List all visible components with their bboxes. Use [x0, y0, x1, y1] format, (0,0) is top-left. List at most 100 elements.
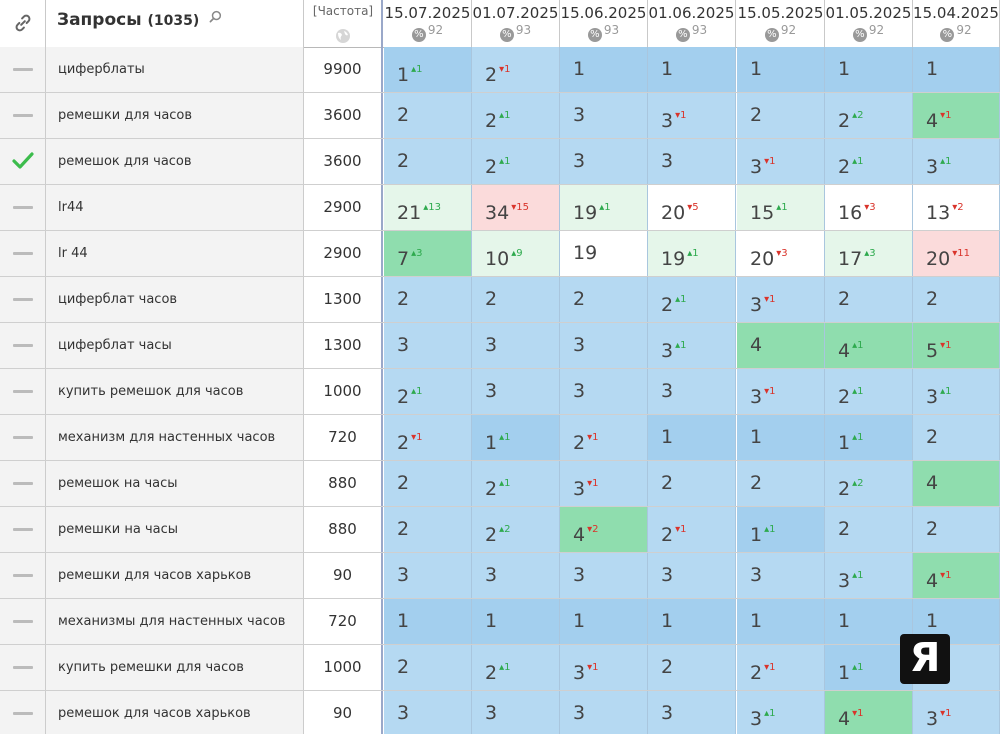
position-cell[interactable]: 10 ▴9 [472, 231, 560, 276]
position-cell[interactable]: 3 [560, 691, 648, 734]
date-column-header[interactable]: 15.07.2025% 92 [384, 0, 472, 47]
position-cell[interactable]: 3 ▴1 [825, 553, 913, 598]
query-text[interactable]: lr44 [46, 185, 304, 230]
position-cell[interactable]: 20 ▾11 [913, 231, 1000, 276]
position-cell[interactable]: 2 ▴1 [472, 645, 560, 690]
date-column-header[interactable]: 01.07.2025% 93 [472, 0, 560, 47]
query-text[interactable]: ремешки для часов [46, 93, 304, 138]
position-cell[interactable]: 1 [560, 599, 648, 644]
query-text[interactable]: ремешки для часов харьков [46, 553, 304, 598]
position-cell[interactable]: 4 ▾1 [825, 691, 913, 734]
position-cell[interactable]: 34 ▾15 [472, 185, 560, 230]
position-cell[interactable]: 2 [737, 461, 825, 506]
position-cell[interactable]: 1 ▴1 [825, 415, 913, 460]
position-cell[interactable]: 3 [472, 691, 560, 734]
position-cell[interactable]: 1 ▴1 [825, 645, 913, 690]
position-cell[interactable]: 3 ▾1 [737, 277, 825, 322]
position-cell[interactable]: 1 ▴1 [737, 507, 825, 552]
row-mark-cell[interactable] [0, 277, 46, 322]
dash-icon[interactable] [13, 482, 33, 485]
position-cell[interactable]: 3 [737, 553, 825, 598]
dash-icon[interactable] [13, 298, 33, 301]
position-cell[interactable]: 20 ▾3 [737, 231, 825, 276]
row-mark-cell[interactable] [0, 645, 46, 690]
position-cell[interactable]: 4 ▾2 [560, 507, 648, 552]
row-mark-cell[interactable] [0, 553, 46, 598]
position-cell[interactable]: 19 [560, 231, 648, 276]
dash-icon[interactable] [13, 574, 33, 577]
position-cell[interactable]: 1 ▴1 [384, 47, 472, 92]
position-cell[interactable]: 1 [560, 47, 648, 92]
query-text[interactable]: циферблаты [46, 47, 304, 92]
row-mark-cell[interactable] [0, 47, 46, 92]
position-cell[interactable]: 2 [560, 277, 648, 322]
position-cell[interactable]: 1 ▴1 [472, 415, 560, 460]
query-text[interactable]: купить ремешки для часов [46, 645, 304, 690]
position-cell[interactable]: 1 [737, 47, 825, 92]
position-cell[interactable]: 3 [384, 323, 472, 368]
dash-icon[interactable] [13, 620, 33, 623]
position-cell[interactable]: 1 [648, 599, 736, 644]
query-text[interactable]: циферблат часов [46, 277, 304, 322]
position-cell[interactable]: 3 ▾1 [648, 93, 736, 138]
position-cell[interactable]: 2 ▴2 [825, 461, 913, 506]
position-cell[interactable]: 2 ▾1 [560, 415, 648, 460]
link-column-header[interactable] [0, 0, 46, 47]
position-cell[interactable]: 3 ▾1 [913, 691, 1000, 734]
position-cell[interactable]: 4 ▾1 [913, 93, 1000, 138]
position-cell[interactable]: 1 [737, 415, 825, 460]
row-mark-cell[interactable] [0, 93, 46, 138]
position-cell[interactable]: 1 [825, 599, 913, 644]
position-cell[interactable]: 20 ▾5 [648, 185, 736, 230]
position-cell[interactable]: 2 [825, 507, 913, 552]
row-mark-cell[interactable] [0, 461, 46, 506]
position-cell[interactable]: 2 ▴2 [825, 93, 913, 138]
query-column-header[interactable]: Запросы (1035) [46, 0, 304, 47]
dash-icon[interactable] [13, 666, 33, 669]
dash-icon[interactable] [13, 68, 33, 71]
position-cell[interactable]: 1 [384, 599, 472, 644]
position-cell[interactable]: 16 ▾3 [825, 185, 913, 230]
query-text[interactable]: механизм для настенных часов [46, 415, 304, 460]
position-cell[interactable]: 3 [560, 93, 648, 138]
position-cell[interactable]: 2 [384, 277, 472, 322]
position-cell[interactable]: 2 ▴2 [472, 507, 560, 552]
position-cell[interactable]: 1 [648, 415, 736, 460]
position-cell[interactable]: 2 [384, 93, 472, 138]
position-cell[interactable]: 7 ▴3 [384, 231, 472, 276]
position-cell[interactable]: 3 ▴1 [913, 369, 1000, 414]
position-cell[interactable]: 3 [648, 553, 736, 598]
dash-icon[interactable] [13, 252, 33, 255]
date-column-header[interactable]: 15.05.2025% 92 [737, 0, 825, 47]
position-cell[interactable]: 3 ▴1 [913, 139, 1000, 184]
query-text[interactable]: ремешки на часы [46, 507, 304, 552]
position-cell[interactable]: 3 [648, 139, 736, 184]
position-cell[interactable]: 2 [737, 93, 825, 138]
dash-icon[interactable] [13, 114, 33, 117]
position-cell[interactable]: 2 ▴1 [472, 461, 560, 506]
date-column-header[interactable]: 01.06.2025% 93 [648, 0, 736, 47]
dash-icon[interactable] [13, 390, 33, 393]
position-cell[interactable]: 3 [472, 369, 560, 414]
position-cell[interactable]: 2 [825, 277, 913, 322]
position-cell[interactable]: 4 [737, 323, 825, 368]
position-cell[interactable]: 3 [648, 369, 736, 414]
query-text[interactable]: купить ремешок для часов [46, 369, 304, 414]
position-cell[interactable]: 2 [913, 507, 1000, 552]
search-icon[interactable] [209, 10, 222, 23]
position-cell[interactable]: 2 ▴1 [384, 369, 472, 414]
date-column-header[interactable]: 01.05.2025% 92 [825, 0, 913, 47]
dash-icon[interactable] [13, 712, 33, 715]
row-mark-cell[interactable] [0, 185, 46, 230]
position-cell[interactable]: 1 [913, 599, 1000, 644]
position-cell[interactable]: 2 ▾1 [648, 507, 736, 552]
position-cell[interactable]: 5 ▾1 [913, 323, 1000, 368]
row-mark-cell[interactable] [0, 369, 46, 414]
position-cell[interactable]: 3 ▾1 [737, 369, 825, 414]
row-mark-cell[interactable] [0, 323, 46, 368]
dash-icon[interactable] [13, 344, 33, 347]
position-cell[interactable]: 2 ▴1 [472, 139, 560, 184]
position-cell[interactable]: 1 [737, 599, 825, 644]
position-cell[interactable]: 3 ▾1 [560, 645, 648, 690]
position-cell[interactable]: 2 ▾1 [472, 47, 560, 92]
